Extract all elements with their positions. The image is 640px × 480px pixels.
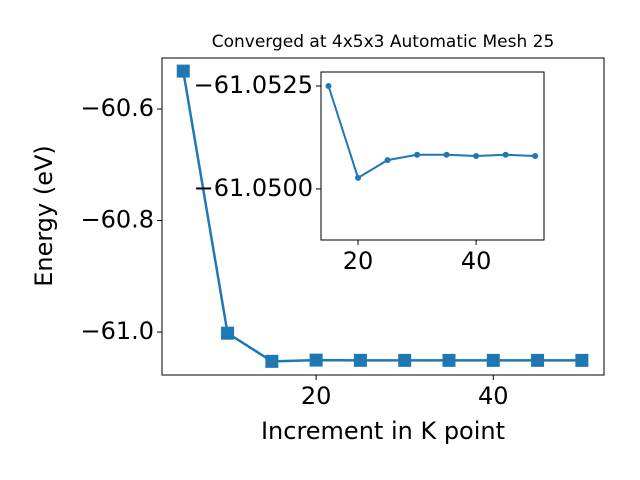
- y-axis-label: Energy (eV): [30, 145, 58, 287]
- y-tick-label: −61.0: [80, 317, 154, 345]
- marker: [442, 353, 456, 367]
- series-line: [182, 70, 582, 363]
- axes-frame: [161, 57, 605, 376]
- marker: [355, 174, 362, 181]
- marker: [575, 353, 589, 367]
- marker: [384, 157, 391, 164]
- y-tick-label: −61.0500: [194, 174, 313, 202]
- marker: [486, 353, 500, 367]
- plot-area: [321, 72, 544, 240]
- marker: [176, 64, 190, 78]
- marker: [502, 151, 509, 158]
- x-tick-label: 40: [478, 382, 509, 410]
- marker: [325, 83, 332, 89]
- series-line: [327, 85, 536, 180]
- x-tick-label: 20: [343, 247, 374, 275]
- y-tick-label: −60.8: [80, 206, 154, 234]
- marker: [353, 353, 367, 367]
- marker: [414, 151, 421, 158]
- marker: [309, 353, 323, 367]
- x-axis-label: Increment in K point: [261, 417, 505, 445]
- y-tick-label: −61.0525: [194, 71, 313, 99]
- y-tick-label: −60.6: [80, 94, 154, 122]
- marker: [265, 354, 279, 368]
- x-tick-label: 20: [301, 382, 332, 410]
- x-tick-label: 40: [461, 247, 492, 275]
- axes-frame: [320, 71, 545, 241]
- marker: [531, 353, 545, 367]
- marker: [221, 326, 235, 340]
- chart-title: Converged at 4x5x3 Automatic Mesh 25: [212, 32, 555, 52]
- marker: [443, 151, 450, 158]
- marker: [398, 353, 412, 367]
- marker: [473, 153, 480, 159]
- marker: [532, 153, 539, 159]
